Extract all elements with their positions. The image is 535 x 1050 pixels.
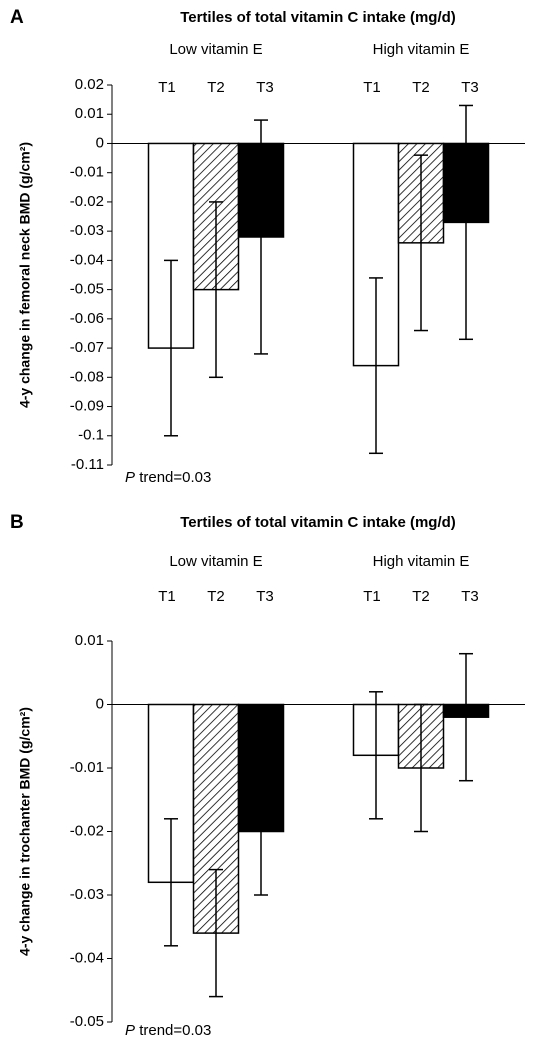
chart-title: Tertiles of total vitamin C intake (mg/d… — [180, 514, 456, 531]
group-label: Low vitamin E — [169, 553, 262, 570]
category-label: T2 — [207, 79, 225, 96]
annotation-p: P — [125, 469, 135, 486]
category-label: T2 — [412, 79, 430, 96]
error-bar — [254, 119, 268, 355]
y-tick-label: 0 — [96, 134, 104, 151]
y-tick-label: -0.1 — [78, 427, 104, 444]
y-tick-label: -0.06 — [70, 310, 104, 327]
error-bar — [369, 691, 383, 820]
panel-label: A — [10, 7, 24, 28]
category-label: T3 — [256, 588, 274, 605]
error-bar — [209, 868, 223, 998]
annotation-text: trend=0.03 — [139, 469, 211, 486]
category-label: T2 — [412, 588, 430, 605]
annotation: P trend=0.03 — [125, 1022, 211, 1039]
y-tick-label: -0.02 — [70, 822, 104, 839]
y-tick-label: -0.04 — [70, 251, 104, 268]
error-bar — [209, 201, 223, 379]
category-label: T1 — [158, 588, 176, 605]
y-tick-label: -0.11 — [71, 456, 104, 473]
y-tick-label: -0.05 — [70, 1013, 104, 1030]
y-tick-label: 0.01 — [75, 632, 104, 649]
y-tick-label: 0 — [96, 695, 104, 712]
y-tick-label: -0.08 — [70, 368, 104, 385]
error-bar — [164, 818, 178, 947]
category-label: T3 — [256, 79, 274, 96]
y-tick-label: -0.03 — [70, 886, 104, 903]
group-label: High vitamin E — [373, 553, 470, 570]
y-tick-label: -0.04 — [70, 949, 104, 966]
annotation: P trend=0.03 — [125, 469, 211, 486]
annotation-p: P — [125, 1022, 135, 1039]
category-label: T3 — [461, 79, 479, 96]
error-bar — [459, 104, 473, 341]
category-label: T1 — [363, 79, 381, 96]
error-bar — [164, 259, 178, 437]
category-label: T1 — [363, 588, 381, 605]
y-tick-label: 0.02 — [75, 76, 104, 93]
group-label: Low vitamin E — [169, 41, 262, 58]
group-label: High vitamin E — [373, 41, 470, 58]
y-tick-label: -0.01 — [70, 164, 104, 181]
panel-label: B — [10, 512, 24, 533]
y-tick-label: -0.02 — [70, 193, 104, 210]
y-tick-label: -0.07 — [70, 339, 104, 356]
error-bar — [369, 277, 383, 455]
annotation-text: trend=0.03 — [139, 1022, 211, 1039]
y-tick-label: -0.03 — [70, 222, 104, 239]
chart-title: Tertiles of total vitamin C intake (mg/d… — [180, 9, 456, 26]
category-label: T2 — [207, 588, 225, 605]
error-bar — [254, 767, 268, 896]
category-label: T1 — [158, 79, 176, 96]
y-axis-label: 4-y change in trochanter BMD (g/cm²) — [17, 707, 33, 956]
y-tick-label: -0.09 — [70, 398, 104, 415]
y-tick-label: 0.01 — [75, 105, 104, 122]
error-bar — [459, 652, 473, 782]
y-tick-label: -0.01 — [70, 759, 104, 776]
y-tick-label: -0.05 — [70, 281, 104, 298]
category-label: T3 — [461, 588, 479, 605]
error-bar — [414, 154, 428, 332]
y-axis-label: 4-y change in femoral neck BMD (g/cm²) — [17, 142, 33, 408]
